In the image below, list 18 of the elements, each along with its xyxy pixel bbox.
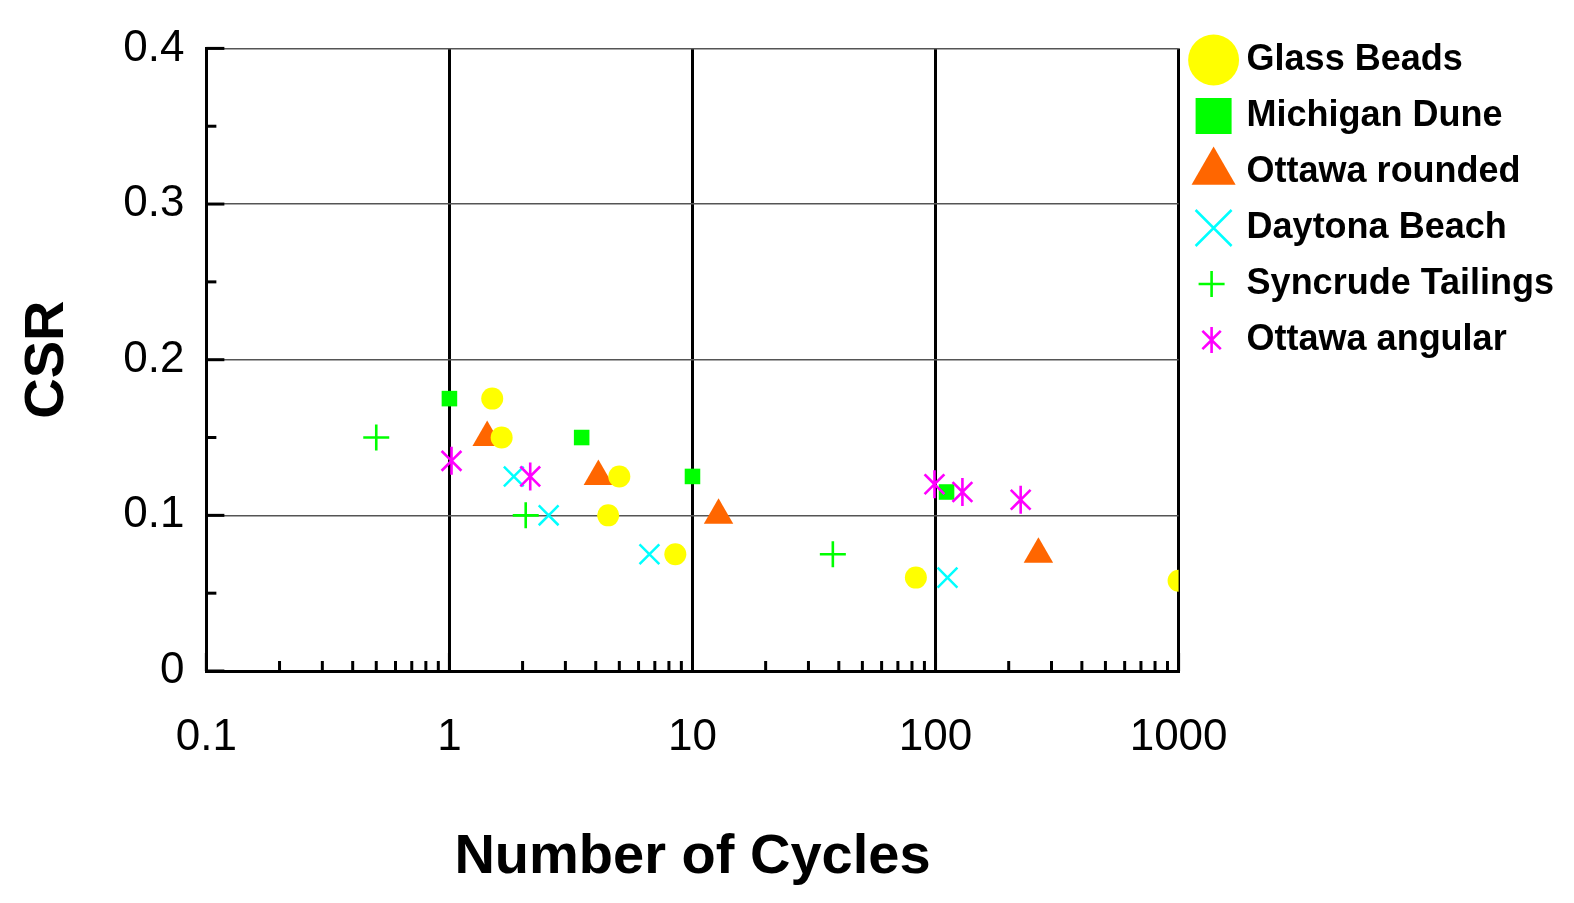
legend-label: Michigan Dune: [1246, 92, 1503, 134]
x-tick-label: 0.1: [175, 709, 237, 759]
y-tick-label: 0.1: [123, 487, 185, 537]
x-axis-title: Number of Cycles: [454, 821, 931, 885]
y-tick-label: 0: [159, 643, 185, 693]
y-axis-title: CSR: [12, 300, 76, 419]
x-tick-label: 100: [898, 709, 973, 759]
legend-label: Daytona Beach: [1246, 204, 1507, 246]
y-tick-label: 0.2: [123, 331, 185, 381]
x-tick-label: 10: [668, 709, 717, 759]
legend-label: Glass Beads: [1246, 36, 1463, 78]
y-tick-label: 0.3: [123, 176, 185, 226]
x-tick-label: 1: [437, 709, 462, 759]
legend-label: Ottawa angular: [1246, 316, 1507, 358]
y-tick-label: 0.4: [123, 20, 185, 70]
legend-label: Ottawa rounded: [1246, 148, 1521, 190]
x-tick-label: 1000: [1129, 709, 1228, 759]
legend-label: Syncrude Tailings: [1246, 260, 1554, 302]
